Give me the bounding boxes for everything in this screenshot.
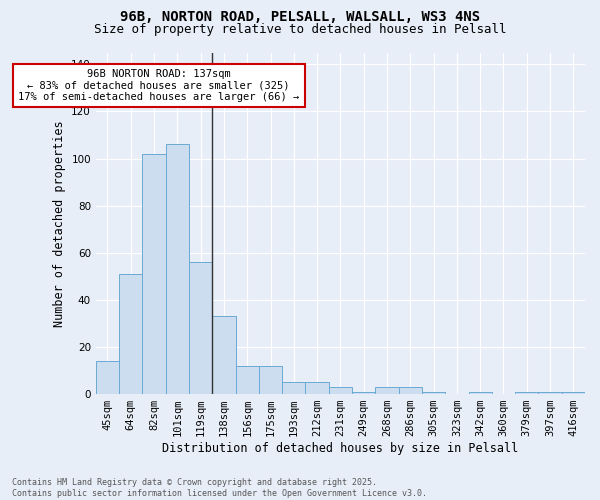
Bar [515,392,538,394]
Text: 96B NORTON ROAD: 137sqm
← 83% of detached houses are smaller (325)
17% of semi-d: 96B NORTON ROAD: 137sqm ← 83% of detache… [18,69,299,102]
Bar [142,154,166,394]
Text: Size of property relative to detached houses in Pelsall: Size of property relative to detached ho… [94,22,506,36]
Bar [352,392,376,394]
Bar [469,392,492,394]
Bar [305,382,329,394]
Bar [189,262,212,394]
Bar [376,387,398,394]
Bar [282,382,305,394]
Bar [119,274,142,394]
Bar [422,392,445,394]
Bar [538,392,562,394]
Y-axis label: Number of detached properties: Number of detached properties [53,120,65,326]
Bar [96,361,119,394]
Bar [212,316,236,394]
Text: Contains HM Land Registry data © Crown copyright and database right 2025.
Contai: Contains HM Land Registry data © Crown c… [12,478,427,498]
Bar [236,366,259,394]
X-axis label: Distribution of detached houses by size in Pelsall: Distribution of detached houses by size … [162,442,518,455]
Text: 96B, NORTON ROAD, PELSALL, WALSALL, WS3 4NS: 96B, NORTON ROAD, PELSALL, WALSALL, WS3 … [120,10,480,24]
Bar [398,387,422,394]
Bar [259,366,282,394]
Bar [329,387,352,394]
Bar [166,144,189,394]
Bar [562,392,585,394]
